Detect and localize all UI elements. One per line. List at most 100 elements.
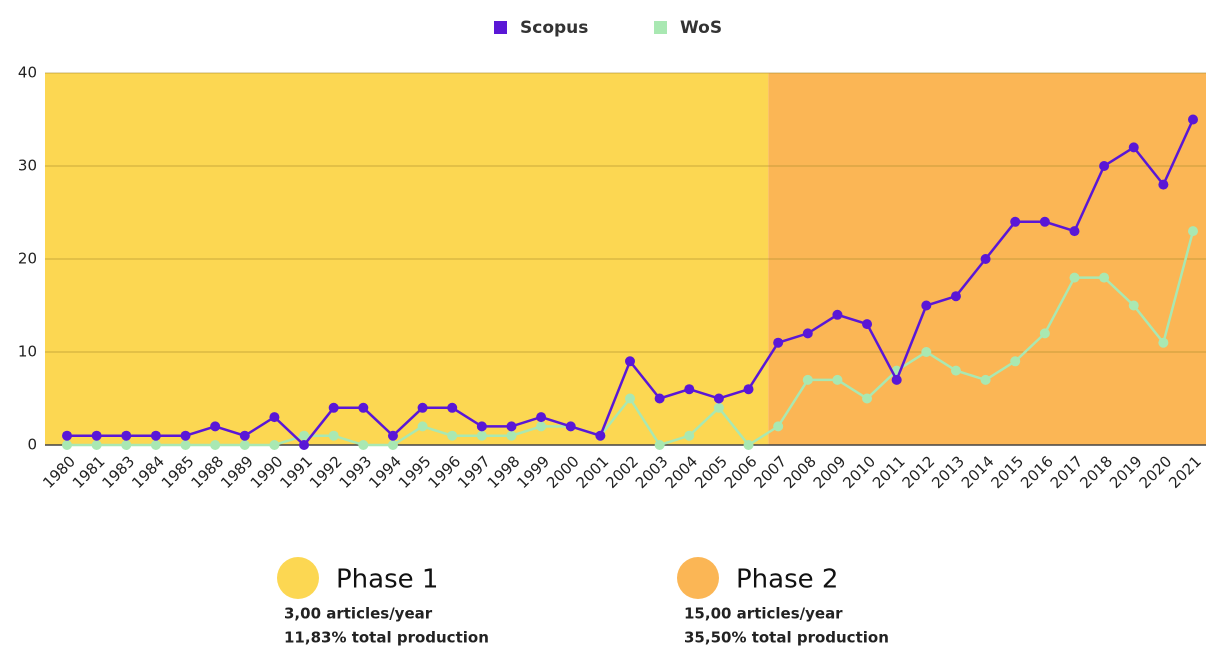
phase-dot — [277, 557, 319, 599]
x-tick-label: 1997 — [454, 452, 494, 492]
x-tick-label: 2013 — [928, 452, 968, 492]
y-tick-label: 0 — [27, 436, 37, 454]
data-point — [62, 430, 72, 441]
data-point — [121, 430, 132, 441]
data-point — [713, 393, 724, 404]
x-tick-label: 2014 — [958, 452, 998, 492]
x-tick-label: 2017 — [1047, 452, 1087, 492]
data-point — [921, 347, 932, 357]
data-point — [743, 440, 754, 450]
data-point — [536, 412, 547, 423]
x-tick-label: 1989 — [217, 452, 257, 492]
data-point — [447, 402, 458, 413]
y-tick-label: 30 — [18, 157, 37, 175]
x-tick-label: 2020 — [1136, 452, 1176, 492]
data-point — [387, 430, 398, 441]
phase-share: 11,83% total production — [284, 629, 489, 647]
data-point — [358, 440, 369, 450]
data-point — [239, 430, 250, 441]
data-point — [180, 430, 191, 441]
data-point — [1039, 216, 1050, 227]
phase-dot — [677, 557, 719, 599]
data-point — [625, 393, 635, 404]
x-tick-label: 1993 — [336, 452, 376, 492]
data-point — [891, 374, 902, 385]
legend-swatch — [654, 21, 667, 34]
data-point — [506, 421, 517, 432]
data-point — [476, 430, 487, 441]
legend-swatch — [494, 21, 507, 34]
x-tick-label: 2003 — [632, 452, 672, 492]
phase-share: 35,50% total production — [684, 629, 889, 647]
data-point — [328, 430, 339, 441]
data-point — [150, 440, 161, 450]
data-point — [595, 430, 606, 441]
x-tick-label: 2010 — [839, 452, 879, 492]
data-point — [1158, 179, 1169, 190]
x-tick-label: 2002 — [602, 452, 642, 492]
phase-name: Phase 2 — [736, 565, 838, 595]
x-tick-label: 1991 — [276, 452, 316, 492]
data-point — [862, 319, 873, 330]
data-point — [1010, 356, 1021, 367]
data-point — [684, 384, 695, 395]
x-tick-label: 2019 — [1106, 452, 1146, 492]
legend-label: Scopus — [520, 18, 588, 38]
x-tick-label: 2005 — [691, 452, 731, 492]
x-tick-label: 1988 — [187, 452, 227, 492]
y-tick-label: 10 — [18, 343, 37, 361]
x-tick-label: 2008 — [780, 452, 820, 492]
data-point — [654, 393, 665, 404]
x-tick-label: 1992 — [306, 452, 346, 492]
phase-rate: 15,00 articles/year — [684, 605, 843, 623]
data-point — [1158, 337, 1169, 348]
data-point — [358, 402, 369, 413]
x-tick-label: 1994 — [365, 452, 405, 492]
x-tick-label: 1995 — [395, 452, 435, 492]
x-tick-label: 2016 — [1017, 452, 1057, 492]
y-tick-label: 40 — [18, 64, 37, 82]
data-point — [654, 440, 665, 450]
data-point — [91, 440, 102, 450]
data-point — [832, 374, 843, 385]
x-tick-label: 2021 — [1165, 452, 1205, 492]
data-point — [921, 300, 932, 311]
x-tick-label: 2006 — [721, 452, 761, 492]
data-point — [625, 356, 635, 367]
x-tick-label: 2018 — [1076, 452, 1116, 492]
x-tick-label: 1981 — [69, 452, 109, 492]
x-tick-label: 1984 — [128, 452, 168, 492]
data-point — [328, 402, 339, 413]
data-point — [980, 254, 991, 264]
x-tick-label: 1996 — [424, 452, 464, 492]
data-point — [387, 440, 398, 450]
x-tick-label: 2015 — [987, 452, 1027, 492]
x-tick-label: 2000 — [543, 452, 583, 492]
x-tick-label: 1983 — [99, 452, 139, 492]
x-tick-label: 1985 — [158, 452, 198, 492]
data-point — [743, 384, 754, 395]
x-tick-label: 2004 — [662, 452, 702, 492]
x-tick-label: 2011 — [869, 452, 909, 492]
data-point — [713, 402, 724, 413]
x-tick-label: 2007 — [750, 452, 790, 492]
data-point — [1128, 142, 1139, 153]
data-point — [1010, 216, 1021, 227]
data-point — [536, 421, 547, 432]
data-point — [210, 440, 221, 450]
data-point — [1099, 272, 1110, 283]
data-point — [980, 374, 991, 385]
x-tick-label: 2009 — [810, 452, 850, 492]
phase-name: Phase 1 — [336, 565, 438, 595]
data-point — [773, 337, 784, 348]
data-point — [121, 440, 132, 450]
x-tick-label: 1998 — [484, 452, 524, 492]
data-point — [417, 402, 428, 413]
legend-label: WoS — [680, 18, 722, 38]
data-point — [1039, 328, 1050, 339]
data-point — [239, 440, 250, 450]
data-point — [180, 440, 191, 450]
data-point — [1128, 300, 1139, 311]
data-point — [447, 430, 458, 441]
